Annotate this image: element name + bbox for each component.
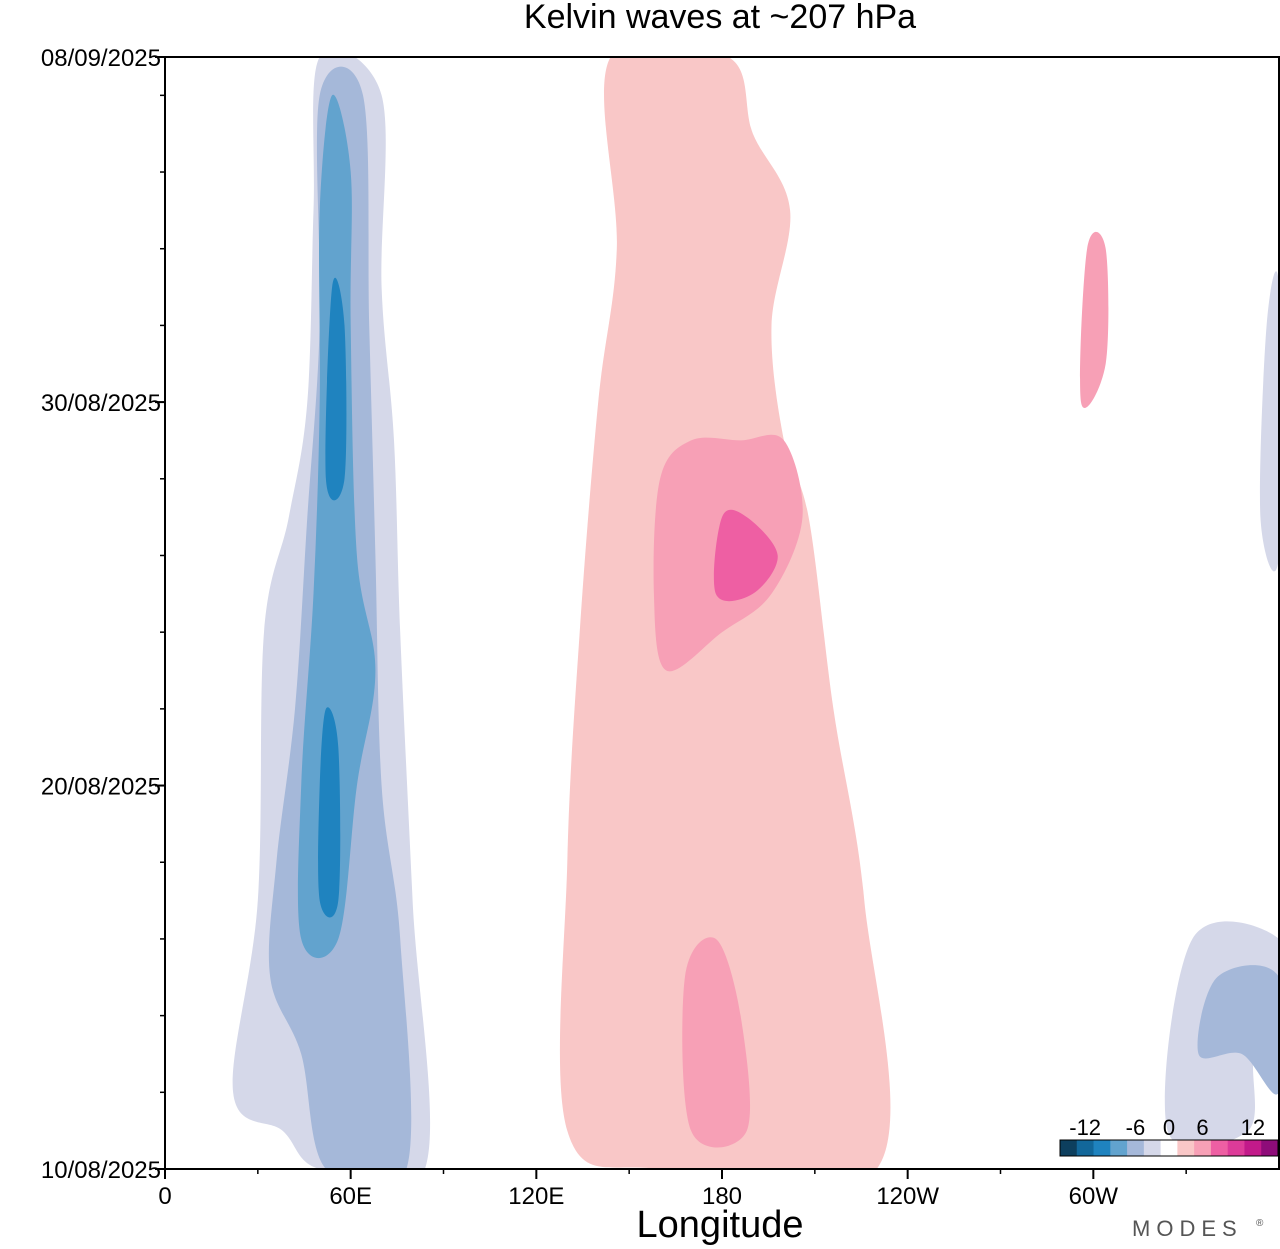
y-tick-label-2: 30/08/2025 (41, 390, 161, 417)
contour-region-4 (318, 707, 341, 918)
y-tick-label-0: 10/08/2025 (41, 1157, 161, 1184)
chart-title: Kelvin waves at ~207 hPa (524, 0, 916, 36)
colorbar-swatch-4 (1127, 1140, 1145, 1156)
x-tick-label-5: 60W (1069, 1183, 1119, 1210)
colorbar-swatch-12 (1261, 1140, 1279, 1156)
colorbar-swatch-10 (1227, 1140, 1245, 1156)
x-tick-label-1: 60E (329, 1183, 372, 1210)
colorbar-swatch-9 (1210, 1140, 1229, 1156)
contour-region-18 (1080, 231, 1109, 408)
colorbar-frame (1059, 1139, 1279, 1157)
y-tick-label-1: 20/08/2025 (41, 774, 161, 801)
contour-region-8 (1197, 965, 1279, 1095)
brand-registered-mark: ® (1256, 1218, 1264, 1229)
colorbar-swatch-6 (1160, 1140, 1178, 1156)
contour-region-17 (713, 509, 778, 602)
colorbar-swatch-5 (1143, 1140, 1162, 1156)
x-tick-label-4: 120W (876, 1183, 939, 1210)
colorbar-label-0: -12 (1069, 1115, 1101, 1140)
x-tick-label-3: 180 (702, 1183, 742, 1210)
contour-region-9 (1178, 171, 1279, 694)
x-tick-label-0: 0 (158, 1183, 171, 1210)
colorbar-swatch-0 (1060, 1140, 1078, 1156)
colorbar-swatch-1 (1076, 1140, 1095, 1156)
x-tick-label-2: 120E (508, 1183, 564, 1210)
contour-region-5 (325, 277, 347, 501)
contour-region-15 (682, 937, 751, 1148)
colorbar-label-1: -6 (1126, 1115, 1146, 1140)
contour-region-13 (975, 114, 1150, 939)
colorbar: -12 -6 0 6 12 (1059, 1115, 1279, 1157)
colorbar-label-3: 6 (1196, 1115, 1208, 1140)
colorbar-swatch-8 (1194, 1140, 1212, 1156)
colorbar-label-4: 12 (1241, 1115, 1265, 1140)
colorbar-swatch-3 (1110, 1140, 1128, 1156)
x-axis-label: Longitude (637, 1204, 804, 1246)
contour-region-10 (1259, 271, 1279, 572)
colorbar-swatch-11 (1244, 1140, 1262, 1156)
colorbar-swatch-7 (1177, 1140, 1195, 1156)
brand-logo-text: MODES (1132, 1216, 1243, 1241)
colorbar-label-2: 0 (1163, 1115, 1175, 1140)
contour-fields (165, 57, 1279, 1169)
contour-region-3 (297, 94, 376, 959)
y-axis: 10/08/2025 20/08/2025 30/08/2025 08/09/2025 (41, 45, 165, 1184)
x-axis: 0 60E 120E 180 120W 60W (158, 1169, 1187, 1210)
colorbar-swatch-2 (1093, 1140, 1111, 1156)
y-tick-label-3: 08/09/2025 (41, 45, 161, 72)
